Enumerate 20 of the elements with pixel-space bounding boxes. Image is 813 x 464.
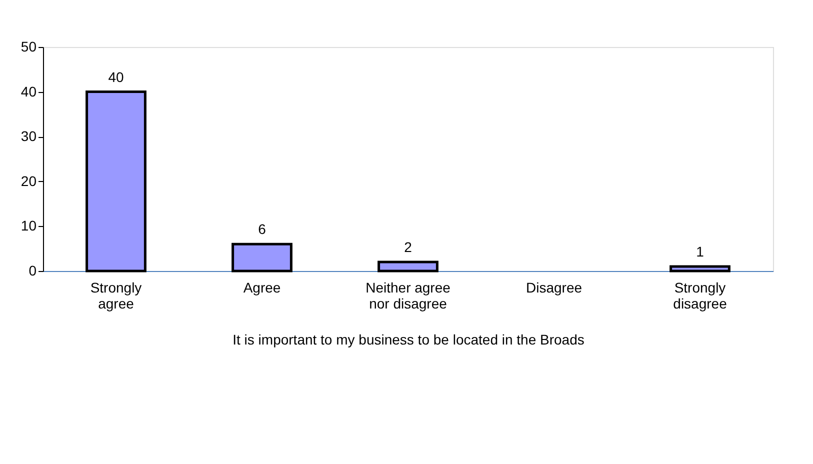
y-tick-label: 30	[20, 128, 37, 144]
x-tick-label: Neither agree nor disagree	[366, 280, 451, 312]
data-label: 40	[108, 68, 124, 85]
bar	[378, 260, 438, 272]
y-tick-label: 10	[20, 218, 37, 234]
x-tick-label: Strongly agree	[90, 280, 142, 312]
x-tick-label: Agree	[243, 280, 281, 296]
y-tick-label: 40	[20, 83, 37, 100]
x-axis-title: It is important to my business to be located in the Broads	[232, 332, 584, 348]
bar	[232, 242, 292, 272]
bar	[86, 90, 146, 272]
x-tick-label: Disagree	[526, 280, 582, 296]
data-label: 6	[258, 221, 266, 238]
x-tick-label: Strongly disagree	[673, 280, 728, 312]
bar	[670, 265, 730, 272]
y-tick-label: 20	[20, 172, 37, 189]
y-tick-label: 0	[28, 262, 37, 278]
data-label: 1	[696, 244, 704, 260]
y-tick-label: 50	[20, 38, 37, 54]
data-label: 2	[404, 239, 412, 256]
